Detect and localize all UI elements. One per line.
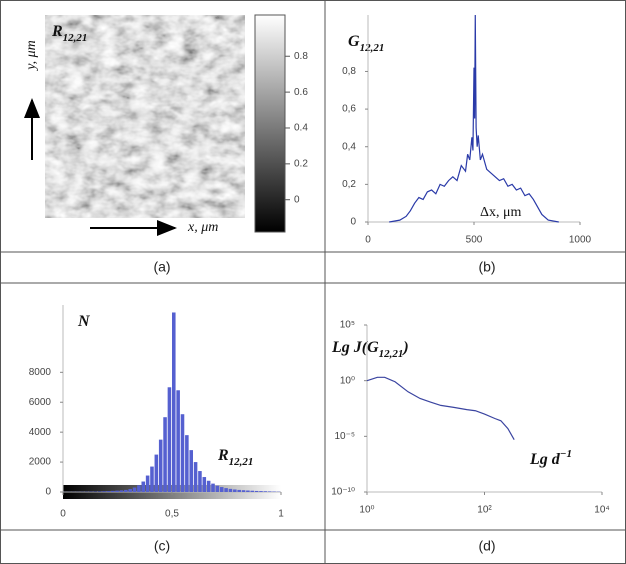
hist-bar — [176, 390, 180, 492]
label-part: N — [77, 313, 91, 330]
caption: (c) — [154, 538, 170, 554]
hist-bar — [97, 491, 102, 492]
colorbar-tick-label: 0.2 — [294, 158, 308, 169]
hist-bar — [259, 491, 263, 492]
hist-bar — [180, 414, 185, 492]
surface-image — [45, 15, 245, 218]
y-tick-label: 10⁻⁵ — [334, 431, 355, 442]
hist-bar — [241, 490, 246, 492]
caption: (a) — [153, 259, 170, 275]
label-part: R — [51, 23, 63, 40]
y-tick-label: 10⁻¹⁰ — [331, 487, 355, 498]
hist-bar — [263, 491, 268, 492]
panel-label: G12,21 — [348, 33, 384, 54]
hist-bar — [246, 490, 250, 492]
hist-bar — [233, 489, 237, 492]
label-part: 12,21 — [360, 42, 385, 54]
hist-bar — [124, 489, 128, 492]
hist-bar — [158, 439, 163, 492]
x-tick-label: 1 — [278, 509, 284, 520]
hist-bar — [267, 491, 272, 492]
hist-bar — [237, 489, 241, 492]
hist-bar — [193, 462, 198, 492]
hist-bar — [102, 491, 106, 492]
label-part: ) — [401, 339, 408, 356]
hist-bar — [254, 490, 259, 492]
x-tick-label: 0 — [365, 235, 371, 246]
y-tick-label: 0,2 — [342, 179, 356, 190]
hist-bar — [185, 435, 189, 492]
x-tick-label: 0,5 — [165, 509, 179, 520]
x-tick-label: 500 — [466, 235, 483, 246]
x-axis-label: Lg d−1 — [529, 448, 572, 468]
colorbar — [254, 14, 286, 233]
label-part: Lg J(G — [331, 339, 379, 356]
label-part: G — [348, 33, 360, 50]
hist-bar — [163, 417, 167, 492]
y-tick-label: 0,4 — [342, 141, 356, 152]
hist-bar — [167, 387, 172, 492]
hist-bar — [154, 454, 159, 492]
label-part: 12,21 — [229, 456, 254, 468]
hist-bar — [206, 480, 211, 492]
hist-bar — [119, 490, 124, 492]
y-tick-label: 0 — [45, 487, 51, 498]
hist-bar — [250, 490, 255, 492]
x-axis-label: x, μm — [187, 220, 218, 235]
colorbar-tick-label: 0.8 — [294, 51, 308, 62]
x-tick-label: 0 — [60, 509, 66, 520]
panel-label: N — [77, 313, 91, 330]
label-part: Lg d — [529, 451, 561, 468]
y-tick-label: 8000 — [29, 367, 52, 378]
hist-bar — [172, 312, 176, 492]
hist-bar — [137, 485, 141, 492]
y-tick-label: 10⁰ — [340, 375, 355, 386]
y-tick-label: 0,8 — [342, 66, 356, 77]
x-tick-label: 10² — [477, 505, 492, 516]
colorbar-tick-label: 0.4 — [294, 123, 308, 134]
x-axis-label: Δx, μm — [480, 205, 522, 220]
hist-bar — [145, 475, 150, 492]
data-line — [389, 14, 559, 223]
hist-bar — [219, 487, 224, 492]
hist-bar — [189, 450, 193, 492]
label-part: 12,21 — [63, 32, 88, 44]
label-part: 12,21 — [379, 348, 404, 360]
panel-label: R12,21 — [51, 23, 87, 44]
data-line — [366, 376, 515, 440]
hist-bar — [211, 483, 215, 492]
hist-bar — [106, 491, 111, 492]
y-tick-label: 0,6 — [342, 104, 356, 115]
hist-bar — [115, 490, 119, 492]
x-axis-label: R12,21 — [217, 447, 253, 468]
label-part: R — [217, 447, 229, 464]
y-tick-label: 6000 — [29, 397, 52, 408]
y-tick-label: 4000 — [29, 427, 52, 438]
colorbar-tick-label: 0.6 — [294, 87, 308, 98]
hist-bar — [128, 489, 132, 492]
x-tick-label: 1000 — [569, 235, 592, 246]
hist-bar — [132, 487, 137, 492]
x-tick-label: 10⁴ — [594, 505, 609, 516]
label-part: −1 — [560, 448, 572, 460]
hist-bar — [224, 488, 228, 492]
caption: (d) — [478, 538, 495, 554]
hist-bar — [202, 477, 207, 492]
hist-bar — [110, 490, 115, 492]
caption: (b) — [478, 259, 495, 275]
hist-bar — [198, 471, 202, 492]
hist-bar — [150, 466, 154, 492]
panel-label: Lg J(G12,21) — [331, 339, 409, 360]
hist-bar — [215, 485, 220, 492]
hist-bar — [228, 488, 233, 492]
colorbar-tick-label: 0 — [294, 194, 300, 205]
y-tick-label: 10⁵ — [340, 320, 355, 331]
hist-bar — [141, 481, 146, 492]
x-tick-label: 10⁰ — [359, 505, 374, 516]
y-tick-label: 2000 — [29, 457, 52, 468]
y-tick-label: 0 — [350, 217, 356, 228]
y-axis-label: y, μm — [24, 40, 39, 72]
